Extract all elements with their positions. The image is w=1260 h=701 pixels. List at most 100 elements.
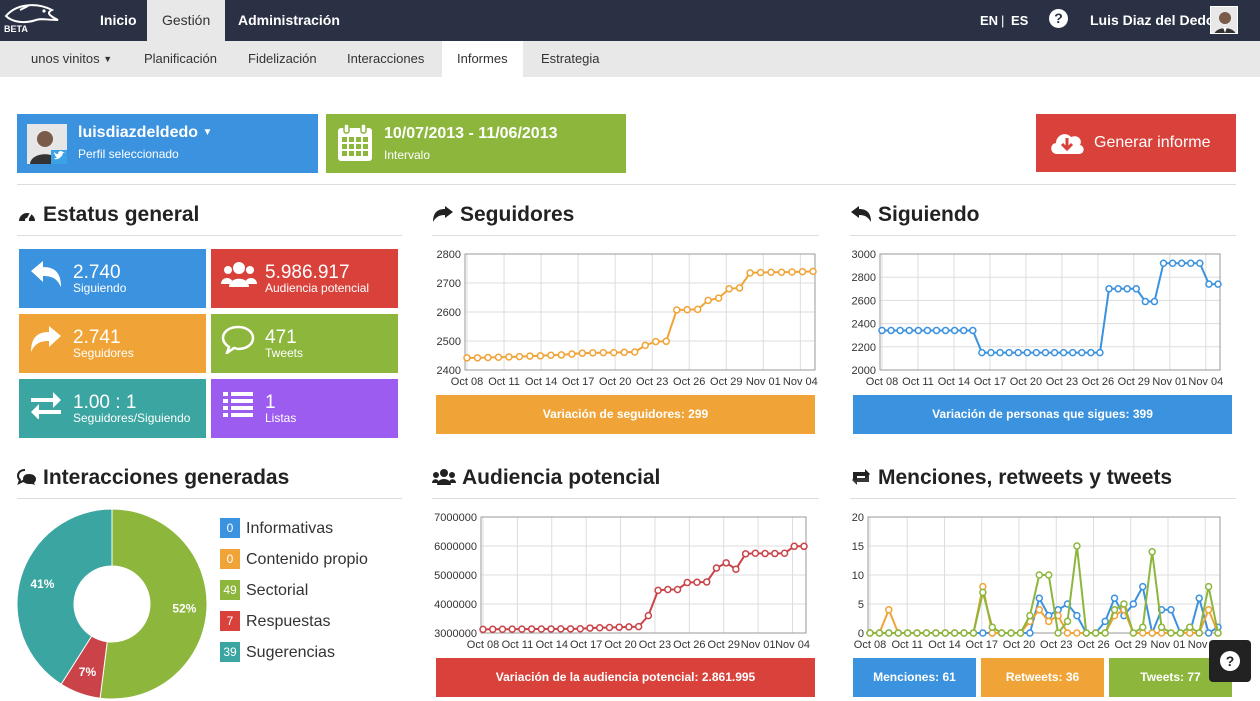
share-icon <box>31 326 61 352</box>
data-point <box>1014 348 1022 357</box>
data-point <box>641 341 649 350</box>
data-point <box>1204 629 1213 637</box>
stat-tweets: 471 Tweets <box>211 314 398 373</box>
legend-count-badge: 0 <box>220 549 240 569</box>
subnav-fidelizacion[interactable]: Fidelización <box>248 51 317 66</box>
data-point <box>887 326 895 335</box>
nav-gestion[interactable]: Gestión <box>147 0 226 41</box>
footer-siguiendo: Variación de personas que sigues: 399 <box>853 395 1232 434</box>
app-logo[interactable]: BETA <box>2 2 62 38</box>
x-tick-label: Oct 17 <box>562 376 594 388</box>
data-point <box>547 351 555 359</box>
stat-value: 1 <box>265 392 276 413</box>
data-point <box>1007 629 1015 637</box>
help-icon[interactable]: ? <box>1049 9 1068 28</box>
y-tick-label: 2600 <box>437 307 461 319</box>
data-point <box>494 353 503 361</box>
nav-inicio[interactable]: Inicio <box>100 12 137 28</box>
data-point <box>615 623 623 631</box>
data-point <box>969 629 978 637</box>
data-point <box>1035 571 1044 579</box>
legend-item: 0 Contenido propio <box>220 549 368 569</box>
footer-menciones: Menciones: 61 <box>853 658 976 697</box>
data-point <box>620 348 629 357</box>
floating-help-button[interactable]: ? <box>1209 640 1251 682</box>
x-tick-label: Oct 11 <box>488 376 520 388</box>
slice-label: 52% <box>172 602 196 616</box>
data-point <box>673 585 682 594</box>
y-tick-label: 2700 <box>437 278 461 290</box>
data-point <box>537 625 546 633</box>
beta-badge: BETA <box>4 24 28 34</box>
data-point <box>1073 629 1081 637</box>
data-point <box>780 549 789 557</box>
profile-selector[interactable]: luisdiazdeldedo ▼ Perfil seleccionado <box>17 114 318 173</box>
lang-en[interactable]: EN <box>980 13 999 28</box>
data-point <box>988 623 997 631</box>
stat-audiencia: 5.986.917 Audiencia potencial <box>211 249 398 308</box>
data-point <box>1141 297 1150 306</box>
stat-value: 2.740 <box>73 262 121 283</box>
data-point <box>1148 548 1156 556</box>
share-icon <box>433 206 453 222</box>
data-point <box>1101 629 1109 637</box>
subnav-informes[interactable]: Informes <box>442 41 523 77</box>
stat-label: Seguidores <box>73 346 134 360</box>
x-tick-label: Oct 23 <box>1046 376 1078 388</box>
section-title-estatus: Estatus general <box>17 203 199 227</box>
data-point <box>941 326 950 335</box>
subnav-planificacion[interactable]: Planificación <box>144 51 217 66</box>
data-point <box>1114 285 1122 293</box>
chart-siguiendo: 2000 2200 2400 2600 2800 3000 Oct 08 Oct 11 Oct … <box>852 249 1224 388</box>
user-avatar[interactable] <box>1210 6 1238 34</box>
data-point <box>1195 629 1203 637</box>
data-point <box>672 306 681 314</box>
data-point <box>1044 571 1053 579</box>
data-point <box>878 326 886 335</box>
legend-label: Sectorial <box>246 582 309 599</box>
stat-value: 2.741 <box>73 327 121 348</box>
user-name[interactable]: Luis Diaz del Dedo <box>1090 12 1215 28</box>
interval-selector[interactable]: 10/07/2013 - 11/06/2013 Intervalo <box>326 114 626 173</box>
y-tick-label: 4000000 <box>434 599 477 611</box>
data-point <box>1059 348 1068 357</box>
subnav-interacciones[interactable]: Interacciones <box>347 51 425 66</box>
data-point <box>741 550 750 558</box>
plot-border <box>867 516 1221 634</box>
legend-count-badge: 39 <box>220 642 240 662</box>
y-tick-label: 20 <box>852 512 864 524</box>
profile-subtitle: Perfil seleccionado <box>78 147 179 161</box>
y-tick-label: 0 <box>858 628 864 640</box>
generate-report-button[interactable]: Generar informe <box>1036 114 1236 172</box>
data-point <box>885 629 893 637</box>
stat-value: 471 <box>265 327 297 348</box>
dashboard-icon <box>19 212 35 222</box>
y-tick-label: 3000 <box>852 249 876 261</box>
data-point <box>777 268 786 277</box>
chart-menciones: 0 5 10 15 20 Oct 08 Oct 11 Oct 14 Oct 17 Oct 20 Oc… <box>852 512 1223 651</box>
data-point <box>722 559 730 567</box>
data-point <box>996 348 1004 357</box>
data-point <box>1078 348 1086 357</box>
data-point <box>610 348 618 357</box>
nav-administracion[interactable]: Administración <box>238 12 340 28</box>
y-tick-label: 2400 <box>852 319 876 331</box>
data-point <box>1105 285 1113 293</box>
data-point <box>1204 606 1213 614</box>
x-tick-label: Nov 04 <box>783 376 818 388</box>
lang-es[interactable]: ES <box>1011 13 1029 28</box>
data-point <box>1168 259 1177 268</box>
interval-subtitle: Intervalo <box>384 148 431 162</box>
data-point <box>536 352 545 360</box>
section-title-menciones: Menciones, retweets y tweets <box>850 466 1172 490</box>
comments-icon <box>17 469 36 485</box>
data-point <box>625 623 633 631</box>
subnav-profile-dropdown[interactable]: unos vinitos ▼ <box>16 41 127 77</box>
x-tick-label: Oct 26 <box>1082 376 1114 388</box>
profile-name: luisdiazdeldedo ▼ <box>78 124 213 141</box>
y-tick-label: 2600 <box>852 295 876 307</box>
subnav-estrategia[interactable]: Estrategia <box>541 51 600 66</box>
data-point <box>788 268 796 276</box>
x-tick-label: Oct 20 <box>1003 639 1035 651</box>
data-point <box>922 629 931 637</box>
